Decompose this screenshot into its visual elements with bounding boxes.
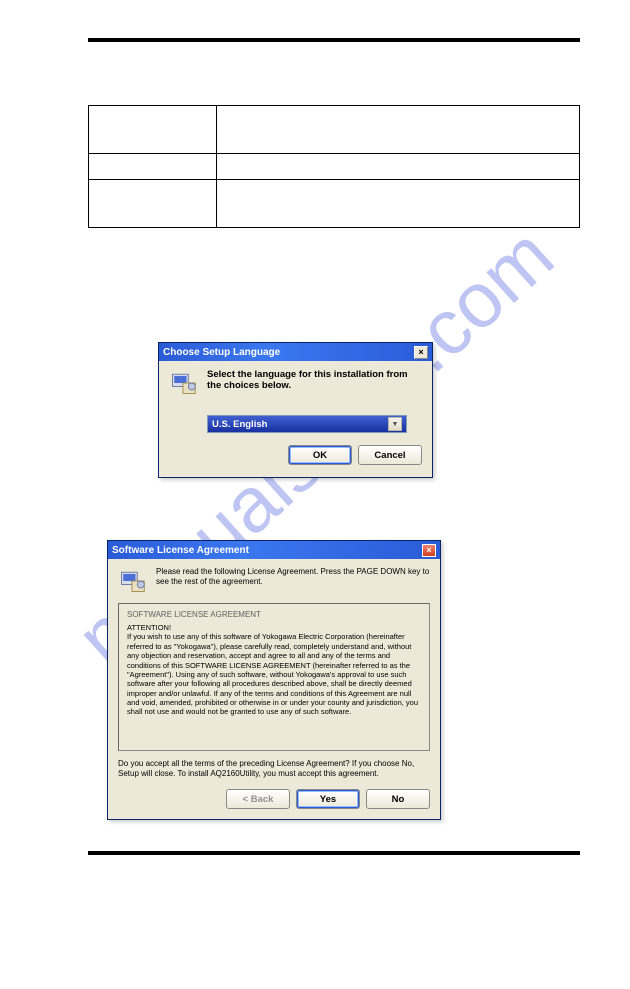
license-dialog: Software License Agreement × Please read… [107, 540, 441, 820]
no-button[interactable]: No [366, 789, 430, 809]
license-dialog-titlebar[interactable]: Software License Agreement × [108, 541, 440, 559]
license-prompt: Do you accept all the terms of the prece… [118, 759, 430, 779]
language-dialog-titlebar[interactable]: Choose Setup Language × [159, 343, 432, 361]
table-cell [216, 154, 579, 180]
license-textarea[interactable]: SOFTWARE LICENSE AGREEMENT ATTENTION! If… [118, 603, 430, 751]
installer-icon [118, 567, 146, 595]
spec-table [88, 105, 580, 228]
page-rule-top [88, 38, 580, 42]
back-button[interactable]: < Back [226, 789, 290, 809]
license-dialog-instruction: Please read the following License Agreem… [156, 567, 430, 595]
license-body: If you wish to use any of this software … [127, 632, 421, 716]
language-select-value: U.S. English [212, 419, 267, 430]
close-icon[interactable]: × [414, 346, 428, 359]
license-dialog-title: Software License Agreement [112, 545, 249, 556]
table-cell [89, 106, 217, 154]
language-select[interactable]: U.S. English ▼ [207, 415, 407, 433]
table-cell [89, 154, 217, 180]
installer-icon [169, 369, 197, 397]
language-dialog: Choose Setup Language × Select the langu… [158, 342, 433, 478]
table-cell [216, 180, 579, 228]
language-dialog-instruction: Select the language for this installatio… [207, 369, 422, 397]
page-content [88, 50, 580, 228]
ok-button[interactable]: OK [288, 445, 352, 465]
cancel-button[interactable]: Cancel [358, 445, 422, 465]
yes-button[interactable]: Yes [296, 789, 360, 809]
chevron-down-icon[interactable]: ▼ [388, 417, 402, 431]
license-heading: SOFTWARE LICENSE AGREEMENT [127, 610, 421, 620]
page-rule-bottom [88, 851, 580, 855]
license-attention: ATTENTION! [127, 623, 421, 632]
language-dialog-title: Choose Setup Language [163, 347, 280, 358]
close-icon[interactable]: × [422, 544, 436, 557]
table-cell [216, 106, 579, 154]
table-cell [89, 180, 217, 228]
